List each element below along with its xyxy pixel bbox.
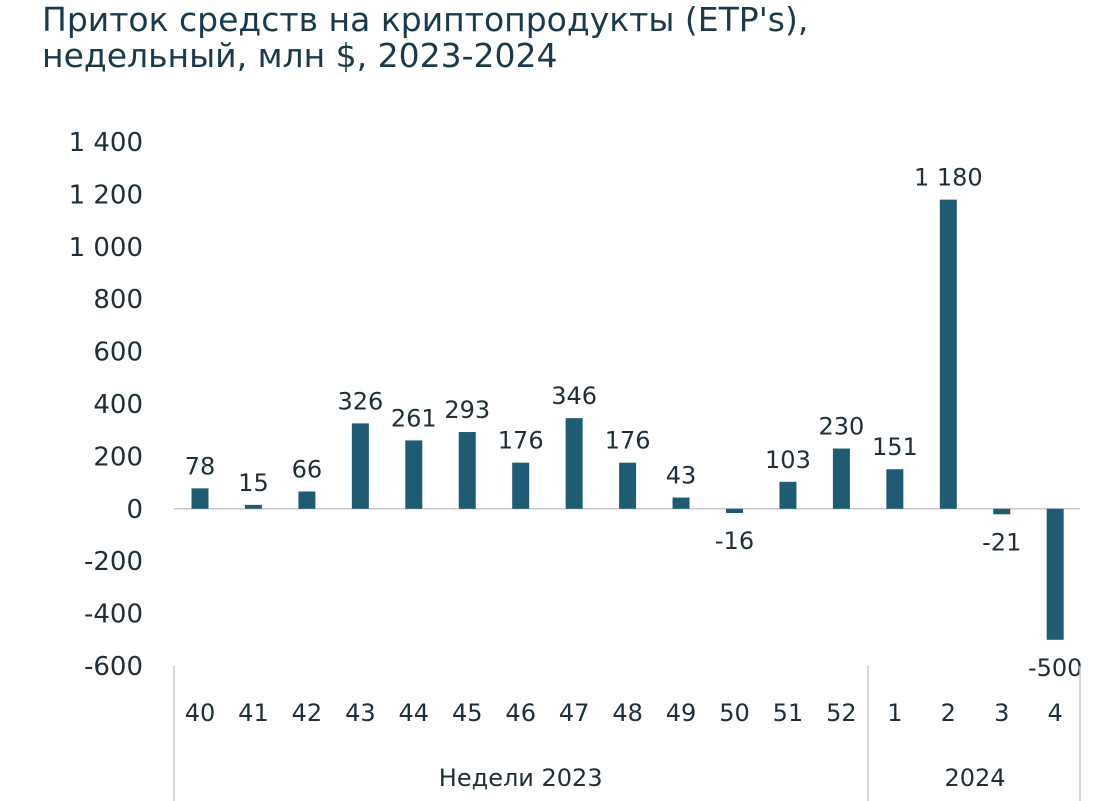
bar-1: [886, 469, 904, 509]
y-tick-label: -600: [84, 652, 143, 682]
bar-40: [191, 488, 209, 509]
y-tick-label: -200: [84, 547, 143, 577]
y-tick-label: 1 400: [69, 128, 143, 158]
bar-49: [672, 497, 690, 509]
data-label-44: 261: [391, 404, 437, 432]
bars: [191, 199, 1064, 640]
data-label-49: 43: [666, 462, 697, 490]
x-tick-label: 42: [292, 699, 323, 727]
x-tick-label: 4: [1048, 699, 1063, 727]
y-tick-label: 200: [93, 442, 143, 472]
bar-2: [939, 199, 957, 509]
data-label-40: 78: [185, 452, 216, 480]
x-axis: 40 41 42 43 44 45 46 47 48 49 50 51 52 1 2 3 4 Недели 202…: [173, 666, 1081, 801]
bar-45: [458, 432, 476, 509]
y-tick-label: 600: [93, 338, 143, 368]
data-label-46: 176: [498, 427, 544, 455]
x-tick-label: 45: [452, 699, 483, 727]
y-tick-label: 1 000: [69, 233, 143, 263]
x-tick-label: 41: [238, 699, 269, 727]
bar-50: [726, 508, 743, 513]
x-tick-label: 47: [559, 699, 590, 727]
chart-title: Приток средств на криптопродукты (ETP's)…: [42, 0, 809, 75]
x-tick-label: 43: [345, 699, 376, 727]
y-tick-label: -400: [84, 600, 143, 630]
bar-47: [565, 418, 583, 509]
bar-44: [405, 440, 423, 509]
x-group-label: Недели 2023: [439, 764, 603, 792]
data-label-48: 176: [605, 427, 651, 455]
bar-52: [832, 448, 850, 509]
y-tick-label: 1 200: [69, 180, 143, 210]
y-tick-label: 400: [93, 390, 143, 420]
data-label-41: 15: [238, 469, 269, 497]
data-label-42: 66: [292, 456, 323, 484]
x-tick-label: 49: [666, 699, 697, 727]
x-tick-label: 52: [826, 699, 857, 727]
data-label-45: 293: [444, 396, 490, 424]
bar-43: [351, 423, 369, 509]
data-label-2: 1 180: [914, 164, 983, 192]
x-tick-label: 3: [994, 699, 1009, 727]
bar-4: [1046, 508, 1064, 640]
x-tick-label: 44: [399, 699, 430, 727]
x-tick-label: 50: [719, 699, 750, 727]
x-tick-label: 2: [941, 699, 956, 727]
x-tick-label: 51: [773, 699, 804, 727]
y-tick-label: 0: [126, 495, 143, 525]
x-group-label: 2024: [944, 764, 1005, 792]
bar-48: [619, 462, 637, 509]
bar-41: [244, 504, 262, 509]
y-tick-label: 800: [93, 285, 143, 315]
data-label-1: 151: [872, 433, 918, 461]
x-tick-label: 1: [887, 699, 902, 727]
data-label-47: 346: [551, 382, 597, 410]
bar-46: [512, 462, 530, 509]
x-tick-label: 40: [185, 699, 216, 727]
data-label-52: 230: [818, 413, 864, 441]
bar-42: [298, 491, 316, 509]
x-tick-label: 46: [505, 699, 536, 727]
data-label-3: -21: [982, 528, 1021, 556]
bar-51: [779, 481, 797, 509]
data-label-4: -500: [1028, 654, 1082, 682]
x-tick-label: 48: [612, 699, 643, 727]
data-label-43: 326: [337, 387, 383, 415]
y-axis-labels: 1 400 1 200 1 000 800 600 400 200 0 -200 -400 -600: [69, 128, 143, 682]
data-label-51: 103: [765, 446, 811, 474]
bar-3: [993, 508, 1011, 515]
data-label-50: -16: [715, 527, 754, 555]
